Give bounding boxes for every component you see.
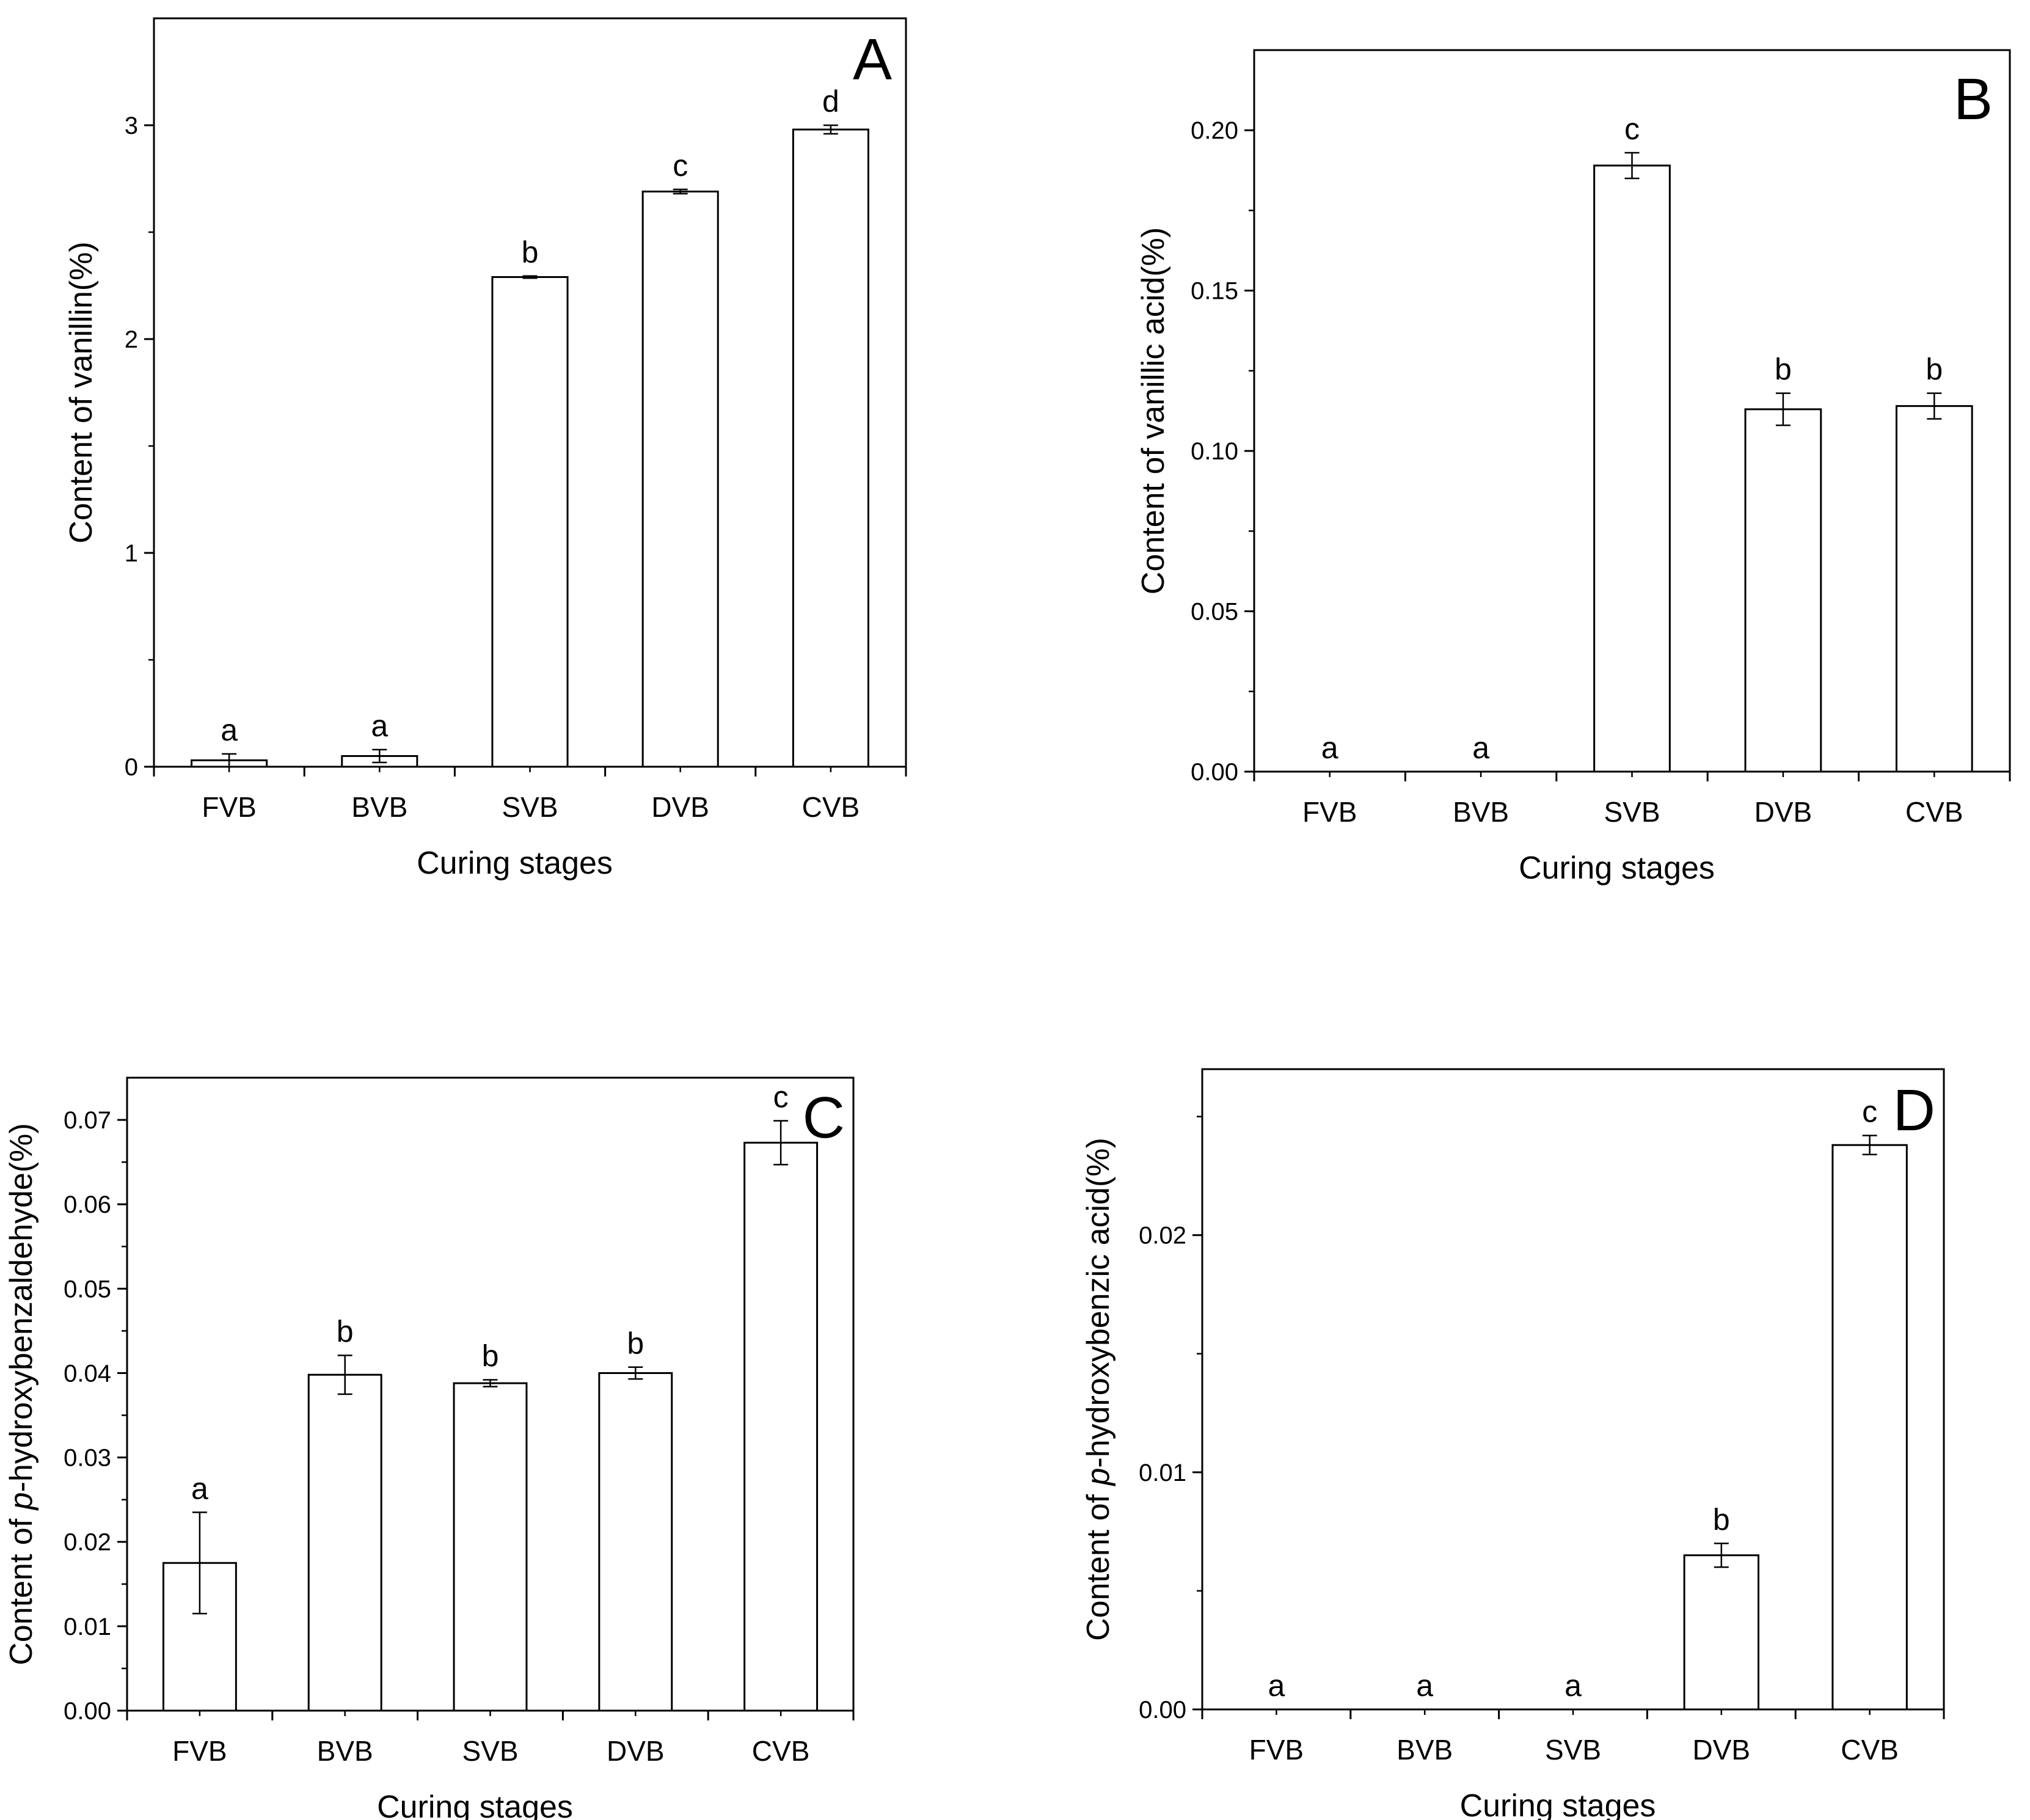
bar — [1895, 405, 1973, 773]
y-tick-label: 0.00 — [1139, 1697, 1186, 1723]
significance-letter: a — [191, 1471, 208, 1505]
y-tick-label: 0.06 — [64, 1191, 111, 1218]
x-axis-title: Curing stages — [377, 1789, 573, 1820]
significance-letter: c — [1624, 112, 1640, 146]
bar — [307, 1373, 382, 1712]
bar — [453, 1382, 528, 1712]
category-label: DVB — [651, 791, 709, 823]
significance-letter: b — [522, 235, 539, 269]
y-axis-title: Content of vanillic acid(%) — [1136, 227, 1171, 594]
category-label: CVB — [802, 791, 860, 823]
chart-panel-c: 0.00 0.01 0.02 0.03 0.04 0.05 0.06 0.07 a FVB b BVB… — [4, 1076, 855, 1820]
y-tick-label: 3 — [125, 112, 138, 139]
panel-letter: C — [803, 1085, 845, 1150]
y-axis-title-prefix: Content of — [4, 1510, 39, 1665]
x-axis-title: Curing stages — [1460, 1788, 1656, 1820]
significance-letter: d — [822, 84, 839, 119]
y-tick-label: 0.02 — [64, 1529, 111, 1556]
category-label: FVB — [1302, 796, 1357, 828]
category-label: CVB — [752, 1735, 810, 1767]
y-axis-title-prefix: Content of — [1081, 1485, 1116, 1640]
category-label: BVB — [317, 1735, 373, 1767]
y-tick-label: 0.03 — [64, 1445, 111, 1472]
significance-letter: b — [482, 1339, 499, 1373]
significance-letter: b — [627, 1326, 644, 1361]
bar — [641, 191, 719, 768]
significance-letter: b — [337, 1314, 354, 1348]
significance-letter: c — [673, 148, 688, 183]
y-tick-label: 0.05 — [64, 1276, 111, 1303]
significance-letter: c — [1862, 1095, 1877, 1129]
significance-letter: a — [371, 709, 388, 743]
significance-letter: a — [1564, 1668, 1582, 1703]
significance-letter: a — [1416, 1668, 1433, 1703]
chart-panel-d: 0.00 0.01 0.02 a FVB a BVB a SVB b DVB c CVB Curing s… — [1081, 1068, 1945, 1820]
y-tick-label: 0.01 — [1139, 1460, 1186, 1486]
y-axis-title-suffix: -hydroxybenzic acid(%) — [1081, 1138, 1116, 1467]
y-tick-label: 0.07 — [64, 1107, 111, 1134]
y-tick-label: 0.05 — [1191, 599, 1238, 626]
significance-letter: b — [1926, 353, 1943, 387]
category-label: BVB — [1453, 796, 1509, 828]
y-tick-label: 0.10 — [1191, 438, 1238, 465]
category-label: FVB — [1249, 1734, 1304, 1766]
y-axis-title-italic: p — [4, 1492, 39, 1511]
bar — [598, 1372, 673, 1712]
y-tick-label: 0.15 — [1191, 278, 1238, 305]
category-label: SVB — [462, 1735, 518, 1767]
y-tick-label: 0.02 — [1139, 1222, 1186, 1249]
chart-panel-a: 0 1 2 3 a FVB a BVB b SVB c DVB d CVB Curing stages Con… — [64, 17, 907, 881]
panel-letter: D — [1893, 1078, 1935, 1143]
bar — [1683, 1554, 1760, 1711]
significance-letter: a — [221, 713, 238, 747]
significance-letter: a — [1472, 731, 1489, 765]
y-tick-label: 2 — [125, 326, 138, 353]
category-label: CVB — [1841, 1734, 1899, 1766]
panel-letter: A — [853, 27, 892, 92]
bar — [491, 276, 569, 768]
significance-letter: a — [1268, 1668, 1285, 1703]
significance-letter: b — [1775, 353, 1792, 387]
category-label: DVB — [607, 1735, 665, 1767]
bar — [792, 128, 869, 768]
bar — [1744, 408, 1822, 773]
category-label: SVB — [1545, 1734, 1601, 1766]
y-tick-label: 0.04 — [64, 1360, 111, 1387]
category-label: DVB — [1693, 1734, 1751, 1766]
significance-letter: b — [1713, 1502, 1730, 1537]
y-tick-label: 0.20 — [1191, 117, 1238, 144]
y-axis-title-suffix: -hydroxybenzaldehyde(%) — [4, 1123, 39, 1492]
bar — [743, 1141, 819, 1712]
category-label: SVB — [1604, 796, 1660, 828]
category-label: CVB — [1905, 796, 1963, 828]
y-axis-title: Content of p-hydroxybenzaldehyde(%) — [4, 1123, 39, 1665]
category-label: BVB — [1397, 1734, 1453, 1766]
y-tick-label: 0.00 — [1191, 759, 1238, 786]
y-tick-label: 0.00 — [64, 1698, 111, 1725]
bar — [1831, 1144, 1908, 1711]
y-axis-title-italic: p — [1081, 1468, 1116, 1487]
category-label: BVB — [351, 791, 407, 823]
x-axis-title: Curing stages — [417, 846, 613, 881]
y-tick-label: 0.01 — [64, 1614, 111, 1640]
significance-letter: a — [1321, 731, 1338, 765]
panel-letter: B — [1954, 67, 1993, 132]
significance-letter: c — [773, 1080, 789, 1114]
category-label: SVB — [502, 791, 558, 823]
category-label: FVB — [202, 791, 256, 823]
bar — [1593, 164, 1671, 773]
y-tick-label: 1 — [125, 540, 138, 567]
category-label: DVB — [1754, 796, 1813, 828]
category-label: FVB — [172, 1735, 227, 1767]
x-axis-title: Curing stages — [1519, 850, 1715, 886]
y-tick-label: 0 — [125, 754, 138, 781]
chart-panel-b: 0.00 0.05 0.10 0.15 0.20 a FVB a BVB c SVB b DVB b CVB… — [1136, 49, 2011, 886]
y-axis-title: Content of p-hydroxybenzic acid(%) — [1081, 1138, 1116, 1641]
y-axis-title: Content of vanillin(%) — [64, 241, 99, 543]
